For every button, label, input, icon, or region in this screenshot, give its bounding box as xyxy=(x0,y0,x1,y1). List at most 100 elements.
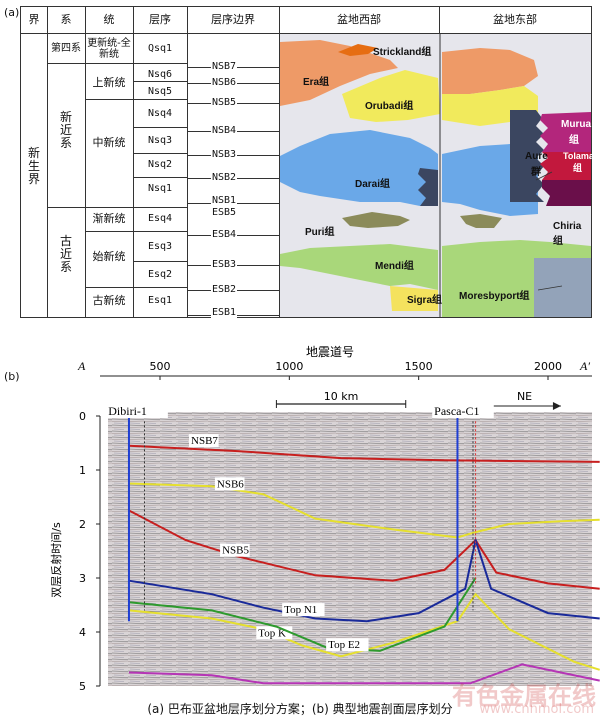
murua-label: Murua xyxy=(561,119,591,130)
header-west: 盆地西部 xyxy=(337,13,381,26)
row-divider xyxy=(85,99,187,100)
sequence-label: Esq4 xyxy=(147,213,173,224)
horizon-label-bg xyxy=(282,603,325,617)
row-divider xyxy=(133,81,187,82)
system-neogene: 新近系 xyxy=(59,110,72,151)
horizon-label-bg xyxy=(326,638,369,652)
series-eocene: 始新统 xyxy=(92,250,126,263)
moresbyport-label: Moresbyport组 xyxy=(459,291,530,302)
moresby-facies xyxy=(534,258,591,317)
mendi-e-facies xyxy=(442,240,591,317)
direction-arrowhead xyxy=(552,402,561,410)
row-divider xyxy=(85,231,187,232)
boundary-label: NSB6 xyxy=(211,77,238,88)
basement-horizon xyxy=(128,663,600,685)
row-divider xyxy=(133,177,187,178)
header-divider xyxy=(21,33,591,34)
basin-facies-diagram xyxy=(280,34,591,317)
direction-label: NE xyxy=(517,390,532,403)
horizon-label: Top K xyxy=(258,627,286,639)
orubadi-label: Orubadi组 xyxy=(365,101,414,112)
well-label: Dibiri-1 xyxy=(108,404,147,418)
series-paleocene: 古新统 xyxy=(92,294,126,307)
scale-label: 10 km xyxy=(324,390,359,403)
row-divider xyxy=(133,261,187,262)
sequence-label: Esq1 xyxy=(147,295,173,306)
strickland-label: Strickland组 xyxy=(373,47,432,58)
boundary-label: NSB7 xyxy=(211,61,238,72)
mendi-facies xyxy=(280,244,438,290)
well-label-bg xyxy=(432,404,494,418)
sigra-facies xyxy=(390,286,438,311)
darai-label: Darai组 xyxy=(355,179,391,190)
horizon-label: NSB5 xyxy=(222,545,249,557)
header-system: 系 xyxy=(60,13,72,26)
tolama-label: Tolama xyxy=(563,151,594,161)
x-tick-label: 2000 xyxy=(534,360,562,373)
x-tick-label: 500 xyxy=(150,360,171,373)
aure-label: Aure xyxy=(525,151,548,162)
panel-b-label: (b) xyxy=(4,370,20,383)
row-divider xyxy=(133,127,187,128)
horizon-line xyxy=(128,509,600,590)
sigra-label: Sigra组 xyxy=(407,295,443,306)
series-holocene: 更新统-全新统 xyxy=(87,38,131,60)
col-divider xyxy=(187,7,188,317)
watermark: 有色金属在线 xyxy=(452,682,596,710)
chiria-facies xyxy=(542,180,591,206)
aure-label-2: 群 xyxy=(531,167,541,178)
daraiedge-facies xyxy=(418,168,438,206)
header-series: 统 xyxy=(103,13,115,26)
puri-e-facies xyxy=(460,214,502,228)
y-tick-label: 4 xyxy=(79,626,86,639)
boundary-label: ESB4 xyxy=(211,229,238,240)
horizon-line xyxy=(128,592,600,671)
horizon-label: NSB6 xyxy=(217,478,244,490)
y-tick-label: 0 xyxy=(79,410,86,423)
darai-facies xyxy=(280,130,438,206)
boundary-label: ESB1 xyxy=(211,307,238,318)
orub-facies xyxy=(342,70,440,122)
well-label-bg xyxy=(106,404,168,418)
corner-label-right: A′ xyxy=(579,359,590,373)
boundary-label: ESB2 xyxy=(211,284,238,295)
col-divider xyxy=(279,7,280,317)
era-e-facies xyxy=(442,48,538,94)
boundary-label: ESB5 xyxy=(211,207,238,218)
boundary-label: NSB4 xyxy=(211,125,238,136)
series-oligocene: 渐新统 xyxy=(92,212,126,225)
stratigraphy-table: 界 系 统 层序 层序边界 盆地西部 盆地东部 新生界 第四系 新近系 古近系 … xyxy=(20,6,594,318)
tolama-label-2: 组 xyxy=(573,163,583,173)
y-tick-label: 3 xyxy=(79,572,86,585)
erathem-label: 新生界 xyxy=(27,146,40,187)
era-label: Era组 xyxy=(303,77,330,88)
col-divider xyxy=(85,7,86,317)
horizon-line xyxy=(128,536,600,623)
sequence-label: Nsq6 xyxy=(147,69,173,80)
horizon-label: NSB7 xyxy=(191,435,218,447)
mendi-label: Mendi组 xyxy=(375,261,414,272)
chiria-label: Chiria组 xyxy=(553,221,582,247)
watermark-url: www.cnnmol.com xyxy=(479,702,594,717)
tolama-facies xyxy=(540,152,591,180)
series-miocene: 中新统 xyxy=(92,136,126,149)
row-divider xyxy=(47,207,187,208)
x-axis-title: 地震道号 xyxy=(306,345,354,359)
system-quaternary: 第四系 xyxy=(51,43,81,54)
system-paleogene: 古近系 xyxy=(59,234,72,275)
sequence-label: Nsq1 xyxy=(147,183,173,194)
era-facies xyxy=(280,40,398,106)
row-divider xyxy=(85,287,187,288)
header-erathem: 界 xyxy=(28,13,40,26)
puri-label: Puri组 xyxy=(305,227,335,238)
y-axis-title: 双层反射时间/s xyxy=(49,522,63,598)
y-tick-label: 1 xyxy=(79,464,86,477)
col-divider xyxy=(133,7,134,317)
x-tick-label: 1000 xyxy=(275,360,303,373)
horizon-label: Top N1 xyxy=(284,604,317,616)
y-tick-label: 2 xyxy=(79,518,86,531)
well-label: Pasca-C1 xyxy=(434,404,479,418)
strick-facies xyxy=(338,44,378,56)
boundary-label: NSB1 xyxy=(211,195,238,206)
aure-facies xyxy=(510,110,544,202)
